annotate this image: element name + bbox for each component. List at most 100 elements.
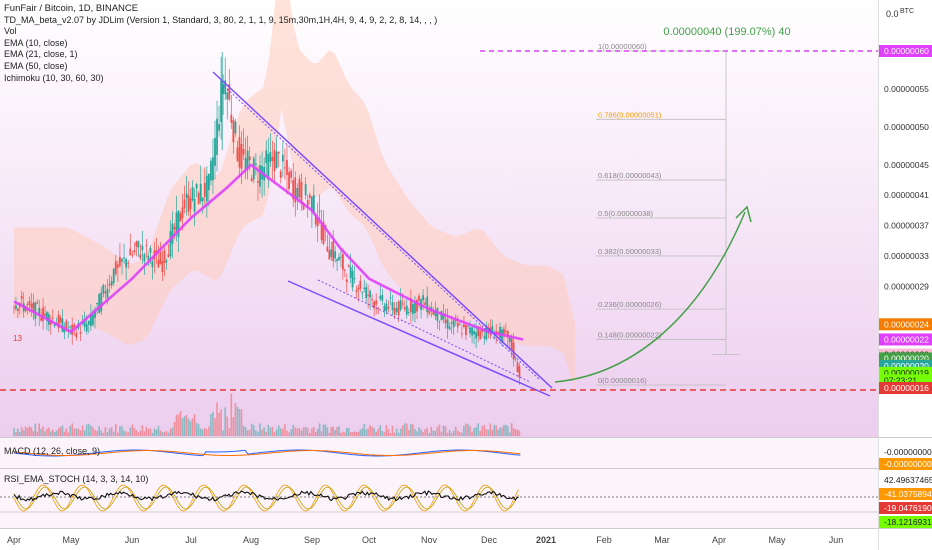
volume-bar [195,422,198,436]
candle-body [121,258,123,262]
indicator-td-ma[interactable]: TD_MA_beta_v2.07 by JDLim (Version 1, St… [4,14,438,25]
volume-bar [57,428,60,436]
volume-bar [406,423,408,436]
candle-body [42,307,44,321]
volume-bar [479,430,482,436]
candle-body [89,313,92,327]
candle-body [106,289,109,299]
price-badge [879,318,932,331]
candle-body [273,150,276,172]
volume-bar [371,426,373,436]
fib-level-label: 1(0.00000060) [598,42,647,51]
volume-bar [151,432,154,436]
candle-body [399,300,402,310]
candle-body [96,303,99,305]
volume-bar [365,429,367,436]
candle-body [102,285,105,294]
candle-body [405,305,408,315]
volume-bar [481,426,484,436]
wedge-inner-dotted [317,279,531,383]
candle-body [51,318,54,319]
volume-bar [228,427,231,436]
volume-bar [34,423,37,436]
volume-bar [304,427,307,436]
volume-bar [279,428,282,436]
volume-bar [461,432,463,436]
candle-body [281,154,284,162]
candle-body [308,194,311,199]
candle-body [163,250,166,263]
candle-body [250,178,253,181]
rsi-badge [879,516,932,528]
volume-bar [497,429,499,436]
indicator-vol[interactable]: Vol [4,26,17,37]
candle-body [69,326,72,328]
volume-bar [248,429,251,436]
symbol-title[interactable]: FunFair / Bitcoin, 1D, BINANCE [4,3,139,14]
candle-body [320,223,323,241]
price-badge-label: 07:23:21 [884,375,917,385]
volume-bar [177,414,180,436]
volume-bar [22,430,25,436]
volume-bar [55,430,58,436]
volume-bar [255,430,257,436]
volume-bar [369,425,371,436]
fib-level-label: 0.236(0.00000026) [598,300,662,309]
price-tick-label: 0.00000029 [884,281,929,291]
price-tick-label: 0.00000050 [884,122,929,132]
volume-bar [232,417,235,436]
price-tick-label: 0.00000045 [884,160,929,170]
indicator-ema10[interactable]: EMA (10, close) [4,37,68,48]
volume-bar [328,432,331,436]
volume-bar [373,428,375,436]
candle-body [330,249,333,257]
candle-body [422,295,425,301]
volume-bar [428,432,431,436]
indicator-ema50[interactable]: EMA (50, close) [4,60,68,71]
candle-body [379,295,382,299]
volume-bar [385,425,388,436]
volume-bar [277,425,280,436]
candle-body [312,195,315,213]
volume-bar [234,402,237,436]
candle-body [279,171,282,178]
volume-bar [133,428,136,436]
macd-label[interactable]: MACD (12, 26, close, 9) [4,446,101,456]
indicator-ema21[interactable]: EMA (21, close, 1) [4,49,78,60]
volume-bar [516,429,519,436]
chart-legend: FunFair / Bitcoin, 1D, BINANCE TD_MA_bet… [4,3,437,84]
price-badge [879,333,932,346]
macd-pane-bg [0,438,878,468]
volume-bar [469,425,471,436]
volume-bar [410,423,412,436]
volume-bar [20,427,23,436]
time-axis-label: Dec [481,535,498,545]
candle-body [314,215,317,225]
macd-badge [879,458,932,470]
rsi-label[interactable]: RSI_EMA_STOCH (14, 3, 3, 14, 10) [4,474,149,484]
volume-bar [153,428,156,436]
candle-body [179,213,182,222]
volume-bar [197,424,200,436]
volume-bar [475,427,477,436]
indicator-ichimoku[interactable]: Ichimoku (10, 30, 60, 30) [4,72,104,83]
volume-bar [240,409,243,436]
candle-body [450,322,453,324]
candle-body [220,80,223,122]
volume-bar [359,429,362,436]
candle-body [336,259,338,262]
volume-bar [206,429,208,436]
candle-body [175,212,178,232]
candle-body [438,321,441,323]
candle-body [514,357,517,359]
volume-bar [332,426,335,436]
projection-arrow [554,211,746,383]
candle-body [300,182,303,204]
volume-bar [129,427,132,436]
candle-body [340,256,342,258]
candle-body [290,170,293,178]
candle-body [222,83,225,95]
volume-bar [69,426,72,436]
candle-body [361,292,364,294]
